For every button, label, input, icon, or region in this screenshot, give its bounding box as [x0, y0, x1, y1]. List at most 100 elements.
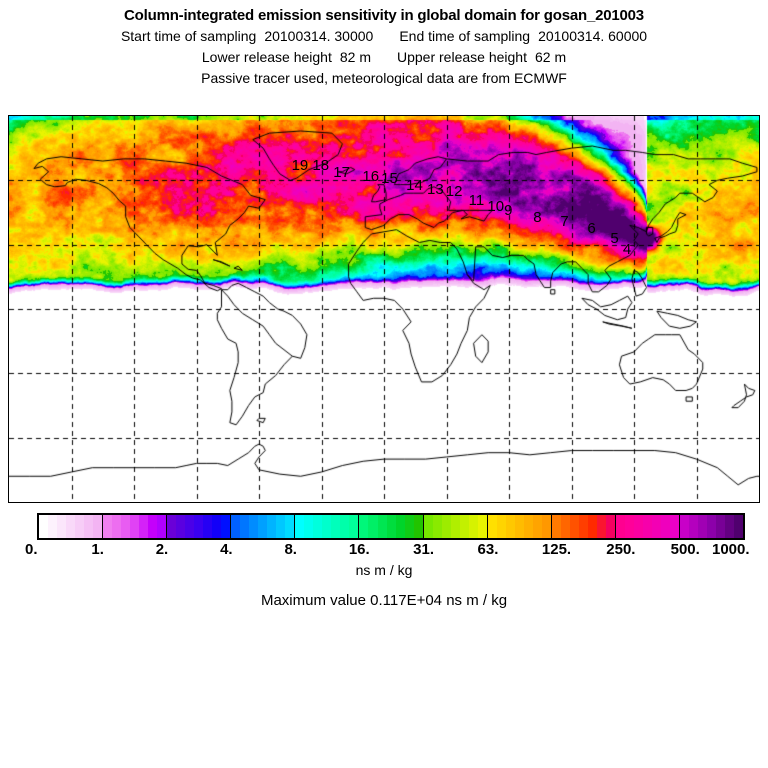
- colorbar-subband: [194, 515, 204, 538]
- colorbar-subband: [734, 515, 744, 538]
- colorbar-subband: [84, 515, 94, 538]
- colorbar-segment: [167, 515, 232, 538]
- colorbar-subband: [596, 515, 606, 538]
- colorbar-tick-label: 63.: [477, 541, 499, 558]
- trajectory-day-label: 5: [610, 230, 619, 248]
- colorbar-subband: [605, 515, 615, 538]
- colorbar-segment: [551, 515, 616, 538]
- colorbar-subband: [157, 515, 167, 538]
- colorbar-tick-label: 500.: [670, 541, 700, 558]
- figure-header: Column-integrated emission sensitivity i…: [0, 0, 768, 89]
- trajectory-day-label: 9: [504, 202, 513, 220]
- colorbar-subband: [103, 515, 113, 538]
- colorbar-subband: [432, 515, 442, 538]
- colorbar-subband: [633, 515, 643, 538]
- trajectory-day-label: 12: [445, 183, 463, 201]
- colorbar: [37, 513, 745, 540]
- colorbar-subband: [130, 515, 140, 538]
- colorbar-subband: [258, 515, 268, 538]
- colorbar-subband: [688, 515, 698, 538]
- tracer-note: Passive tracer used, meteorological data…: [201, 70, 567, 86]
- colorbar-tick-label: 250.: [606, 541, 636, 558]
- colorbar-unit-label: ns m / kg: [355, 562, 413, 578]
- trajectory-day-label: 7: [560, 213, 569, 231]
- lower-release-label: Lower release height: [201, 49, 332, 65]
- colorbar-subband: [578, 515, 588, 538]
- trajectory-day-label: 19: [291, 157, 309, 175]
- colorbar-tick-label: 1000.: [712, 541, 750, 558]
- colorbar-subband: [514, 515, 524, 538]
- colorbar-subband: [121, 515, 131, 538]
- colorbar-subband: [587, 515, 597, 538]
- colorbar-subband: [560, 515, 570, 538]
- colorbar-subband: [203, 515, 213, 538]
- colorbar-subband: [295, 515, 305, 538]
- colorbar-subband: [532, 515, 542, 538]
- colorbar-subband: [615, 515, 625, 538]
- colorbar-tick-label: 1.: [91, 541, 104, 558]
- map-panel: 19 18 17 16 15 14 13 12 11 10 9 8 7 6 5 4: [8, 115, 760, 503]
- start-time-label: Start time of sampling: [120, 28, 257, 44]
- colorbar-subband: [441, 515, 451, 538]
- colorbar-subband: [505, 515, 515, 538]
- colorbar-subband: [66, 515, 76, 538]
- colorbar-subband: [413, 515, 423, 538]
- release-height-row: Lower release height 82 m Upper release he…: [0, 47, 768, 68]
- trajectory-day-label: 14: [406, 176, 423, 194]
- colorbar-tick-label: 2.: [155, 541, 169, 558]
- colorbar-subband: [477, 515, 487, 538]
- trajectory-day-labels: 19 18 17 16 15 14 13 12 11 10 9 8 7 6 5 4: [9, 116, 759, 502]
- colorbar-subband: [669, 515, 679, 538]
- colorbar-subband: [523, 515, 533, 538]
- colorbar-subband: [660, 515, 670, 538]
- colorbar-subband: [725, 515, 735, 538]
- colorbar-subband: [349, 515, 359, 538]
- trajectory-day-label: 16: [362, 168, 380, 186]
- end-time-label: End time of sampling: [399, 28, 531, 44]
- colorbar-subband: [706, 515, 716, 538]
- colorbar-subband: [167, 515, 177, 538]
- colorbar-subband: [487, 515, 497, 538]
- colorbar-subband: [468, 515, 478, 538]
- figure-title: Column-integrated emission sensitivity i…: [124, 7, 644, 24]
- colorbar-subband: [267, 515, 277, 538]
- trajectory-day-label: 18: [312, 157, 330, 175]
- colorbar-subband: [276, 515, 286, 538]
- colorbar-subband: [404, 515, 414, 538]
- colorbar-subband: [331, 515, 341, 538]
- colorbar-subband: [679, 515, 689, 538]
- colorbar-subband: [496, 515, 506, 538]
- lat-lon-gridlines: [9, 116, 759, 502]
- colorbar-subband: [185, 515, 195, 538]
- colorbar-tick-labels: 0. 1. 2. 4. 8. 16. 31. 63. 125. 250. 500. 1000.: [0, 541, 768, 563]
- start-time-value: 20100314. 30000: [264, 28, 374, 44]
- colorbar-subband: [221, 515, 231, 538]
- colorbar-subband: [322, 515, 332, 538]
- trajectory-day-label: 8: [533, 208, 542, 226]
- colorbar-subband: [285, 515, 295, 538]
- colorbar-subband: [395, 515, 405, 538]
- colorbar-subband: [93, 515, 103, 538]
- colorbar-tick-label: 125.: [541, 541, 572, 558]
- colorbar-subband: [423, 515, 433, 538]
- sampling-time-row: Start time of sampling 20100314. 30000 End…: [0, 26, 768, 47]
- trajectory-day-label: 15: [381, 170, 398, 188]
- colorbar-subband: [624, 515, 634, 538]
- lower-release-value: 82 m: [339, 49, 371, 65]
- colorbar-subband: [541, 515, 551, 538]
- colorbar-tick-label: 8.: [284, 541, 297, 558]
- upper-release-value: 62 m: [534, 49, 567, 65]
- colorbar-segment: [39, 515, 104, 538]
- colorbar-subband: [340, 515, 350, 538]
- colorbar-subband: [139, 515, 149, 538]
- colorbar-subband: [313, 515, 323, 538]
- colorbar-subband: [75, 515, 85, 538]
- colorbar-subband: [304, 515, 314, 538]
- colorbar-segment: [103, 515, 168, 538]
- end-time-value: 20100314. 60000: [538, 28, 648, 44]
- colorbar-subband: [359, 515, 369, 538]
- colorbar-subband: [212, 515, 222, 538]
- colorbar-segment: [423, 515, 488, 538]
- trajectory-day-label: 4: [622, 240, 632, 258]
- upper-release-label: Upper release height: [397, 49, 527, 65]
